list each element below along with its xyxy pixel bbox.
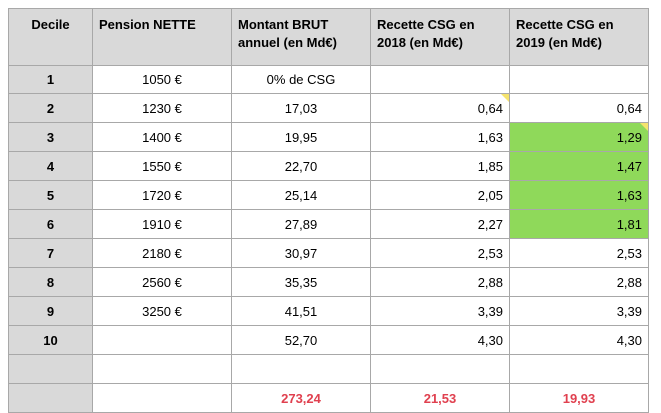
- table-row: 3 1400 € 19,95 1,63 1,29: [8, 122, 649, 152]
- csg2019-cell[interactable]: [509, 354, 649, 384]
- pension-cell[interactable]: [92, 325, 232, 355]
- brut-cell[interactable]: 30,97: [231, 238, 371, 268]
- pension-cell[interactable]: [92, 354, 232, 384]
- pension-cell[interactable]: 1550 €: [92, 151, 232, 181]
- decile-cell[interactable]: 5: [8, 180, 93, 210]
- table-row: 4 1550 € 22,70 1,85 1,47: [8, 151, 649, 181]
- table-row: 5 1720 € 25,14 2,05 1,63: [8, 180, 649, 210]
- decile-cell[interactable]: 9: [8, 296, 93, 326]
- csg2018-cell[interactable]: [370, 354, 510, 384]
- csg2018-cell[interactable]: 1,63: [370, 122, 510, 152]
- total-csg-2019[interactable]: 19,93: [509, 383, 649, 413]
- decile-cell[interactable]: 2: [8, 93, 93, 123]
- csg2018-cell[interactable]: 3,39: [370, 296, 510, 326]
- totals-row: 273,24 21,53 19,93: [8, 383, 649, 413]
- table-row: 8 2560 € 35,35 2,88 2,88: [8, 267, 649, 297]
- header-csg-2018[interactable]: Recette CSG en 2018 (en Md€): [370, 8, 510, 66]
- decile-cell[interactable]: 3: [8, 122, 93, 152]
- brut-cell[interactable]: 35,35: [231, 267, 371, 297]
- csg2019-cell[interactable]: 0,64: [509, 93, 649, 123]
- header-montant-brut[interactable]: Montant BRUT annuel (en Md€): [231, 8, 371, 66]
- totals-pension-cell[interactable]: [92, 383, 232, 413]
- brut-cell[interactable]: 27,89: [231, 209, 371, 239]
- brut-cell[interactable]: 17,03: [231, 93, 371, 123]
- csg2018-cell[interactable]: 4,30: [370, 325, 510, 355]
- brut-cell[interactable]: 52,70: [231, 325, 371, 355]
- csg2019-cell[interactable]: 4,30: [509, 325, 649, 355]
- pension-cell[interactable]: 1910 €: [92, 209, 232, 239]
- brut-cell[interactable]: 22,70: [231, 151, 371, 181]
- csg2018-cell[interactable]: 2,53: [370, 238, 510, 268]
- decile-cell[interactable]: [8, 354, 93, 384]
- pension-cell[interactable]: 1400 €: [92, 122, 232, 152]
- header-row: Decile Pension NETTE Montant BRUT annuel…: [8, 8, 649, 66]
- pension-cell[interactable]: 2560 €: [92, 267, 232, 297]
- brut-cell[interactable]: 0% de CSG: [231, 65, 371, 94]
- pension-cell[interactable]: 1050 €: [92, 65, 232, 94]
- csg2018-cell-commented[interactable]: 0,64: [370, 93, 510, 123]
- csg2018-cell[interactable]: 2,27: [370, 209, 510, 239]
- table-row: 9 3250 € 41,51 3,39 3,39: [8, 296, 649, 326]
- pension-cell[interactable]: 1720 €: [92, 180, 232, 210]
- decile-cell[interactable]: 6: [8, 209, 93, 239]
- csg2019-cell[interactable]: 2,53: [509, 238, 649, 268]
- table-row-empty: [8, 354, 649, 384]
- csg2018-cell[interactable]: 2,05: [370, 180, 510, 210]
- csg2019-cell[interactable]: [509, 65, 649, 94]
- pension-cell[interactable]: 2180 €: [92, 238, 232, 268]
- totals-label-cell[interactable]: [8, 383, 93, 413]
- pension-cell[interactable]: 3250 €: [92, 296, 232, 326]
- table-row: 1 1050 € 0% de CSG: [8, 65, 649, 94]
- csg2019-cell-highlighted[interactable]: 1,63: [509, 180, 649, 210]
- header-decile[interactable]: Decile: [8, 8, 93, 66]
- table-row: 6 1910 € 27,89 2,27 1,81: [8, 209, 649, 239]
- decile-cell[interactable]: 10: [8, 325, 93, 355]
- brut-cell[interactable]: 25,14: [231, 180, 371, 210]
- brut-cell[interactable]: [231, 354, 371, 384]
- header-pension-nette[interactable]: Pension NETTE: [92, 8, 232, 66]
- csg2018-cell[interactable]: [370, 65, 510, 94]
- csg2019-cell-highlighted[interactable]: 1,29: [509, 122, 649, 152]
- decile-cell[interactable]: 4: [8, 151, 93, 181]
- decile-cell[interactable]: 8: [8, 267, 93, 297]
- header-csg-2019[interactable]: Recette CSG en 2019 (en Md€): [509, 8, 649, 66]
- table-row: 7 2180 € 30,97 2,53 2,53: [8, 238, 649, 268]
- csg-table: Decile Pension NETTE Montant BRUT annuel…: [8, 8, 649, 413]
- csg2019-cell[interactable]: 3,39: [509, 296, 649, 326]
- csg2019-cell-highlighted[interactable]: 1,81: [509, 209, 649, 239]
- csg2018-cell[interactable]: 2,88: [370, 267, 510, 297]
- csg2018-cell[interactable]: 1,85: [370, 151, 510, 181]
- total-brut[interactable]: 273,24: [231, 383, 371, 413]
- brut-cell[interactable]: 41,51: [231, 296, 371, 326]
- table-row: 2 1230 € 17,03 0,64 0,64: [8, 93, 649, 123]
- table-row: 10 52,70 4,30 4,30: [8, 325, 649, 355]
- csg2019-cell[interactable]: 2,88: [509, 267, 649, 297]
- decile-cell[interactable]: 7: [8, 238, 93, 268]
- brut-cell[interactable]: 19,95: [231, 122, 371, 152]
- total-csg-2018[interactable]: 21,53: [370, 383, 510, 413]
- decile-cell[interactable]: 1: [8, 65, 93, 94]
- pension-cell[interactable]: 1230 €: [92, 93, 232, 123]
- csg2019-cell-highlighted[interactable]: 1,47: [509, 151, 649, 181]
